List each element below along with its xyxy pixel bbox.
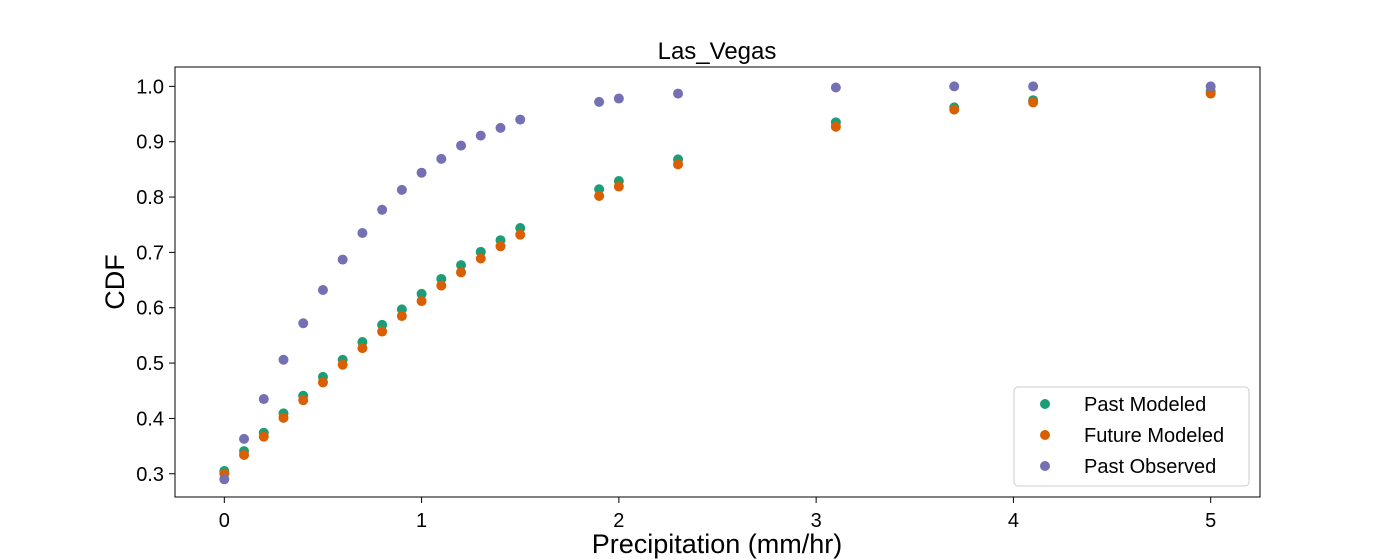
data-point — [515, 229, 526, 240]
data-point — [456, 260, 467, 271]
data-point — [396, 311, 407, 322]
data-point — [436, 280, 447, 291]
data-point — [949, 104, 960, 115]
data-point — [377, 204, 388, 215]
data-point — [475, 253, 486, 264]
x-tick-label: 5 — [1205, 510, 1216, 532]
data-point — [613, 93, 624, 104]
data-point — [515, 114, 526, 125]
legend-marker — [1040, 430, 1050, 440]
data-point — [377, 326, 388, 337]
y-tick-label: 0.8 — [136, 187, 164, 209]
legend: Past Modeled Future Modeled Past Observed — [1013, 386, 1250, 487]
data-point — [298, 318, 309, 329]
legend-label: Future Modeled — [1084, 425, 1224, 447]
data-point — [456, 140, 467, 151]
data-point — [1205, 88, 1216, 99]
data-point — [317, 285, 328, 296]
data-point — [1205, 81, 1216, 92]
y-tick-label: 0.7 — [136, 242, 164, 264]
y-tick-label: 0.5 — [136, 353, 164, 375]
data-point — [594, 190, 605, 201]
legend-label: Past Modeled — [1084, 394, 1206, 416]
y-tick-label: 0.9 — [136, 132, 164, 154]
data-point — [416, 296, 427, 307]
data-point — [239, 433, 250, 444]
data-point — [396, 184, 407, 195]
data-point — [278, 354, 289, 365]
chart-title: Las_Vegas — [658, 38, 777, 65]
data-point — [1028, 97, 1039, 108]
data-point — [830, 82, 841, 93]
data-point — [673, 159, 684, 170]
data-point — [258, 394, 269, 405]
data-points — [219, 81, 1216, 485]
data-point — [219, 474, 230, 485]
y-axis: 0.3 0.4 0.5 0.6 0.7 0.8 0.9 1.0 — [136, 76, 175, 486]
data-point — [416, 288, 427, 299]
data-point — [416, 167, 427, 178]
data-point — [337, 254, 348, 265]
data-point — [495, 122, 506, 133]
data-point — [239, 449, 250, 460]
data-point — [949, 81, 960, 92]
legend-box — [1013, 386, 1250, 487]
y-tick-label: 0.6 — [136, 298, 164, 320]
data-point — [278, 412, 289, 423]
y-axis-label: CDF — [100, 254, 130, 310]
x-tick-label: 2 — [613, 510, 624, 532]
legend-marker — [1040, 461, 1050, 471]
x-tick-label: 3 — [811, 510, 822, 532]
data-point — [495, 241, 506, 252]
data-point — [298, 395, 309, 406]
data-point — [830, 121, 841, 132]
x-tick-label: 0 — [219, 510, 230, 532]
legend-marker — [1040, 399, 1050, 409]
data-point — [357, 343, 368, 354]
legend-label: Past Observed — [1084, 456, 1216, 478]
x-tick-label: 1 — [416, 510, 427, 532]
data-point — [337, 359, 348, 370]
data-point — [594, 96, 605, 107]
data-point — [357, 228, 368, 239]
y-tick-label: 0.3 — [136, 464, 164, 486]
x-tick-label: 4 — [1008, 510, 1019, 532]
data-point — [436, 153, 447, 164]
data-point — [456, 267, 467, 278]
data-point — [673, 88, 684, 99]
y-tick-label: 1.0 — [136, 76, 164, 98]
x-axis: 0 1 2 3 4 5 — [219, 497, 1216, 532]
data-point — [1028, 81, 1039, 92]
data-point — [613, 181, 624, 192]
data-point — [258, 431, 269, 442]
series-3 — [219, 81, 1216, 485]
data-point — [317, 377, 328, 388]
data-point — [475, 130, 486, 141]
y-tick-label: 0.4 — [136, 408, 164, 430]
series-2 — [219, 88, 1216, 479]
x-axis-label: Precipitation (mm/hr) — [592, 529, 843, 559]
